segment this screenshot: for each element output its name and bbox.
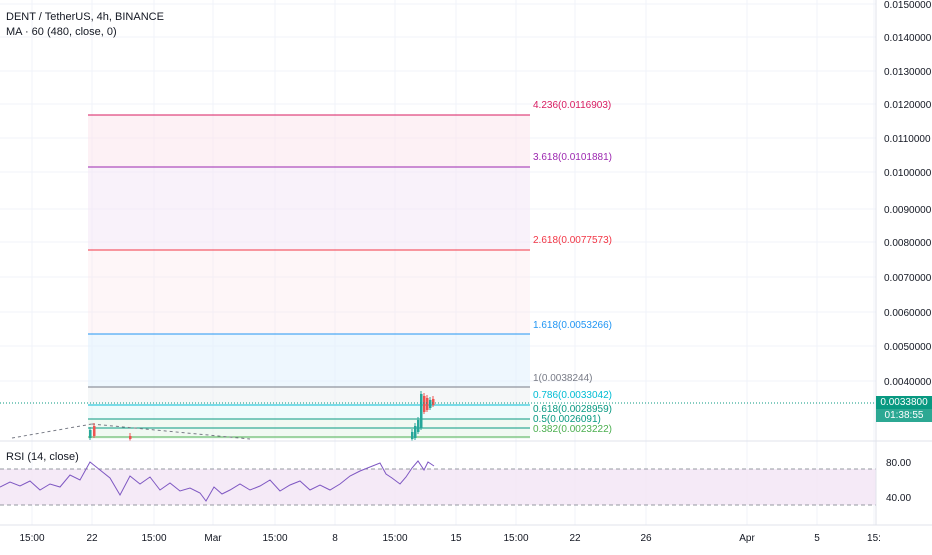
time-axis-label: 26	[640, 533, 652, 544]
rsi-legend[interactable]: RSI (14, close)	[6, 451, 79, 463]
fib-level-label: 0.618(0.0028959)	[533, 404, 612, 415]
trend-line-right[interactable]	[91, 423, 251, 440]
time-axis-label: 22	[569, 533, 581, 544]
last-price-tag: 0.0033800	[876, 396, 932, 409]
candle-body	[129, 436, 132, 439]
fib-zone-3618	[88, 167, 530, 250]
fib-level-label: 1.618(0.0053266)	[533, 320, 612, 331]
fib-zone-1618	[88, 334, 530, 387]
candles	[89, 391, 435, 441]
candle-body	[89, 430, 92, 438]
fib-level-label: 4.236(0.0116903)	[533, 100, 611, 111]
price-axis-label: 0.0040000	[884, 377, 932, 388]
time-axis-label: 15:00	[19, 533, 44, 544]
candle-body	[429, 400, 432, 408]
price-axis-label: 0.0090000	[884, 205, 932, 216]
fib-zone-1	[88, 387, 530, 405]
rsi-band	[0, 469, 876, 505]
price-axis-label: 0.0150000	[884, 0, 932, 11]
fib-zone-0618	[88, 419, 530, 439]
rsi-axis-label: 80.00	[886, 458, 911, 469]
time-axis-label: 15:00	[141, 533, 166, 544]
price-axis-label: 0.0110000	[884, 134, 931, 145]
candle-body	[426, 398, 429, 410]
bar-countdown-tag: 01:38:55	[876, 409, 932, 422]
time-axis-label: 8	[332, 533, 338, 544]
candle-body	[93, 426, 96, 436]
time-axis[interactable]: 15:00 22 15:00 Mar 15:00 8 15:00 15 15:00 22 26 Apr…	[19, 533, 880, 544]
candle-body	[423, 396, 426, 412]
rsi-line	[0, 460, 435, 502]
price-axis-label: 0.0140000	[884, 33, 932, 44]
time-axis-label: 22	[86, 533, 98, 544]
fib-zone-2618	[88, 250, 530, 334]
candle-body	[414, 426, 417, 438]
fib-level-label: 2.618(0.0077573)	[533, 235, 612, 246]
time-axis-label: 15	[450, 533, 462, 544]
candle-body	[411, 432, 414, 439]
fib-zone-0786	[88, 405, 530, 419]
price-axis-label: 0.0060000	[884, 308, 932, 319]
time-axis-label: Apr	[739, 533, 755, 544]
fib-level-label: 0.382(0.0023222)	[533, 424, 612, 435]
time-axis-label: 15:00	[262, 533, 287, 544]
symbol-title[interactable]: DENT / TetherUS, 4h, BINANCE	[6, 11, 164, 23]
fib-level-label: 3.618(0.0101881)	[533, 152, 612, 163]
fib-lines	[88, 114, 530, 438]
price-axis-label: 0.0080000	[884, 238, 932, 249]
rsi-axis[interactable]: 80.00 40.00	[886, 458, 911, 504]
candle-body	[420, 394, 423, 428]
price-axis-label: 0.0070000	[884, 273, 932, 284]
rsi-axis-label: 40.00	[886, 493, 911, 504]
time-axis-label: 15:00	[503, 533, 528, 544]
fib-level-label: 1(0.0038244)	[533, 373, 593, 384]
trend-line-left[interactable]	[11, 423, 93, 439]
fib-zone-4236	[88, 115, 530, 167]
fib-level-label: 0.5(0.0026091)	[533, 414, 601, 425]
time-axis-label: 15:00	[382, 533, 407, 544]
time-axis-label: 15:	[867, 533, 881, 544]
fib-level-label: 0.786(0.0033042)	[533, 390, 612, 401]
price-axis[interactable]: 0.0150000 0.0140000 0.0130000 0.0120000 0.01…	[884, 0, 932, 388]
time-axis-label: Mar	[204, 533, 222, 544]
candle-body	[417, 420, 420, 432]
candle-body	[432, 399, 435, 405]
price-axis-label: 0.0130000	[884, 67, 932, 78]
fib-labels: 4.236(0.0116903) 3.618(0.0101881) 2.618(0.…	[533, 100, 612, 435]
ma-indicator-legend[interactable]: MA · 60 (480, close, 0)	[6, 26, 117, 38]
price-axis-label: 0.0050000	[884, 342, 932, 353]
price-axis-label: 0.0120000	[884, 100, 932, 111]
price-axis-label: 0.0100000	[884, 168, 932, 179]
time-axis-label: 5	[814, 533, 820, 544]
